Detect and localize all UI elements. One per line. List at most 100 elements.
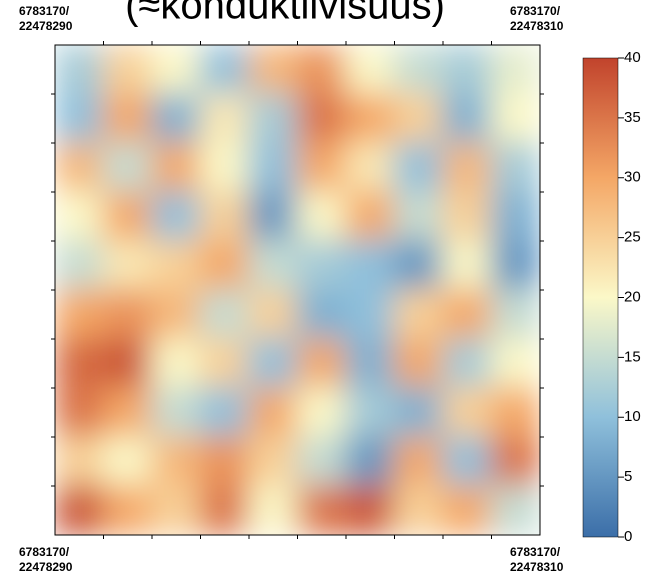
heatmap-cell [296, 485, 347, 535]
heatmap-cell [490, 142, 540, 193]
heatmap-cell [55, 485, 105, 535]
heatmap-cell [345, 338, 396, 389]
heatmap-cell [102, 387, 153, 438]
heatmap-cell [296, 142, 347, 193]
heatmap-cell [55, 191, 105, 242]
corner-label: 6783170/ [510, 545, 561, 559]
colorbar-tick-label: 30 [624, 169, 641, 186]
chart-title: (≈konduktiivisuus) [125, 0, 445, 28]
heatmap-cell [393, 436, 444, 487]
heatmap-cell [55, 45, 105, 95]
heatmap-cell [199, 240, 250, 291]
heatmap-cell [442, 338, 493, 389]
heatmap-cell [199, 191, 250, 242]
colorbar-tick-label: 40 [624, 49, 641, 66]
heatmap-cell [490, 338, 540, 389]
colorbar-tick-label: 20 [624, 288, 641, 305]
colorbar-tick-label: 15 [624, 348, 641, 365]
heatmap-cell [393, 45, 444, 95]
heatmap-cell [151, 142, 202, 193]
heatmap-cell [151, 45, 202, 95]
heatmap-cell [490, 289, 540, 340]
heatmap-cells [55, 45, 540, 535]
heatmap-cell [55, 436, 105, 487]
heatmap-cell [102, 485, 153, 535]
heatmap-cell [442, 387, 493, 438]
colorbar-tick-label: 0 [624, 528, 632, 545]
heatmap-cell [442, 191, 493, 242]
heatmap-cell [345, 387, 396, 438]
frame-ticks [51, 41, 544, 539]
heatmap-cell [296, 387, 347, 438]
heatmap-cell [199, 289, 250, 340]
heatmap-cell [442, 289, 493, 340]
heatmap-cell [151, 191, 202, 242]
heatmap-cell [296, 191, 347, 242]
heatmap-cell [199, 142, 250, 193]
colorbar [582, 57, 619, 538]
heatmap-cell [151, 93, 202, 144]
heatmap-cell [248, 387, 299, 438]
heatmap-cell [102, 45, 153, 95]
heatmap-cell [55, 93, 105, 144]
heatmap-cell [490, 93, 540, 144]
heatmap-cell [345, 45, 396, 95]
heatmap-cell [102, 142, 153, 193]
colorbar-tick-label: 5 [624, 468, 632, 485]
heatmap-cell [296, 45, 347, 95]
heatmap-cell [393, 191, 444, 242]
heatmap-cell [345, 93, 396, 144]
heatmap-cell [151, 240, 202, 291]
heatmap-cell [199, 338, 250, 389]
heatmap-cell [296, 93, 347, 144]
heatmap-cell [55, 338, 105, 389]
heatmap-cell [296, 436, 347, 487]
heatmap-cell [442, 436, 493, 487]
heatmap-cell [102, 289, 153, 340]
heatmap-cell [490, 485, 540, 535]
heatmap-cell [248, 191, 299, 242]
corner-label: 6783170/ [510, 4, 561, 18]
heatmap-cell [490, 240, 540, 291]
heatmap-cell [248, 142, 299, 193]
heatmap-cell [345, 436, 396, 487]
heatmap-cell [151, 485, 202, 535]
heatmap-cell [199, 436, 250, 487]
heatmap-cell [393, 142, 444, 193]
heatmap-cell [345, 142, 396, 193]
heatmap-cell [442, 142, 493, 193]
corner-label: 22478310 [510, 19, 564, 33]
heatmap-cell [248, 45, 299, 95]
heatmap-cell [393, 485, 444, 535]
heatmap-cell [55, 289, 105, 340]
heatmap-cell [296, 240, 347, 291]
heatmap-cell [199, 93, 250, 144]
heatmap-cell [345, 485, 396, 535]
heatmap-cell [442, 240, 493, 291]
colorbar-tick-label: 35 [624, 109, 641, 126]
heatmap-cell [393, 387, 444, 438]
heatmap-cell [442, 45, 493, 95]
corner-label: 22478290 [19, 19, 73, 33]
corner-label: 22478290 [19, 560, 73, 574]
heatmap-cell [151, 289, 202, 340]
heatmap-cell [102, 191, 153, 242]
heatmap-cell [199, 45, 250, 95]
heatmap-cell [151, 387, 202, 438]
heatmap-cell [199, 485, 250, 535]
heatmap-cell [151, 338, 202, 389]
heatmap-cell [55, 387, 105, 438]
heatmap-cell [199, 387, 250, 438]
heatmap-cell [345, 240, 396, 291]
heatmap-cell [248, 93, 299, 144]
heatmap-cell [345, 289, 396, 340]
heatmap-cell [55, 240, 105, 291]
heatmap-cell [151, 436, 202, 487]
heatmap-cell [345, 191, 396, 242]
heatmap-cell [490, 387, 540, 438]
heatmap-cell [490, 436, 540, 487]
heatmap-cell [102, 338, 153, 389]
colorbar-tick-label: 25 [624, 229, 641, 246]
heatmap-cell [490, 191, 540, 242]
